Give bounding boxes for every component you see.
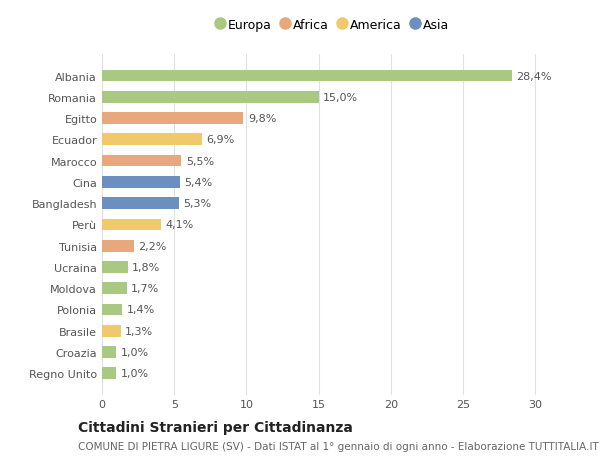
Text: 1,3%: 1,3% xyxy=(125,326,153,336)
Bar xyxy=(102,219,161,231)
Text: 5,4%: 5,4% xyxy=(184,178,212,187)
Text: 5,5%: 5,5% xyxy=(186,156,214,166)
Text: 4,1%: 4,1% xyxy=(166,220,194,230)
Bar xyxy=(102,283,127,294)
Text: 5,3%: 5,3% xyxy=(183,199,211,209)
Text: 6,9%: 6,9% xyxy=(206,135,234,145)
Text: 9,8%: 9,8% xyxy=(248,114,276,124)
Text: 1,8%: 1,8% xyxy=(133,263,161,272)
Bar xyxy=(102,304,122,316)
Text: 15,0%: 15,0% xyxy=(323,93,358,102)
Bar xyxy=(102,241,134,252)
Bar xyxy=(102,347,116,358)
Bar xyxy=(102,198,179,209)
Bar xyxy=(102,113,244,125)
Text: 28,4%: 28,4% xyxy=(517,71,552,81)
Bar xyxy=(102,262,128,273)
Text: 1,0%: 1,0% xyxy=(121,347,149,357)
Text: 1,7%: 1,7% xyxy=(131,284,159,294)
Bar xyxy=(102,156,181,167)
Bar xyxy=(102,325,121,337)
Text: Cittadini Stranieri per Cittadinanza: Cittadini Stranieri per Cittadinanza xyxy=(78,420,353,434)
Bar xyxy=(102,177,180,188)
Bar xyxy=(102,92,319,103)
Text: 1,0%: 1,0% xyxy=(121,369,149,379)
Bar xyxy=(102,368,116,379)
Bar xyxy=(102,134,202,146)
Text: COMUNE DI PIETRA LIGURE (SV) - Dati ISTAT al 1° gennaio di ogni anno - Elaborazi: COMUNE DI PIETRA LIGURE (SV) - Dati ISTA… xyxy=(78,441,599,451)
Legend: Europa, Africa, America, Asia: Europa, Africa, America, Asia xyxy=(212,14,454,37)
Text: 1,4%: 1,4% xyxy=(127,305,155,315)
Bar xyxy=(102,71,512,82)
Text: 2,2%: 2,2% xyxy=(138,241,166,251)
